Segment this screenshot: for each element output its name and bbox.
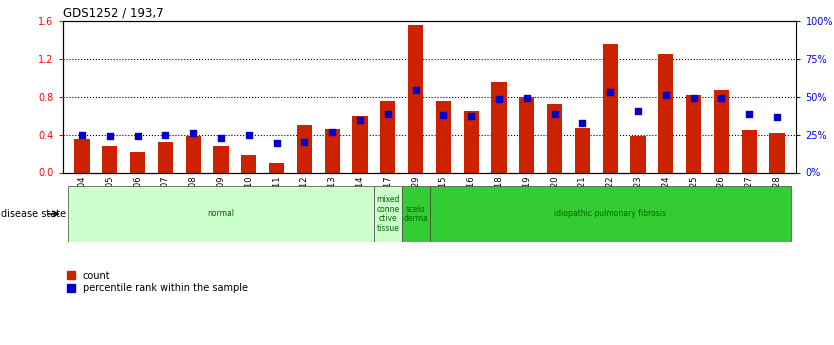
Point <box>492 97 505 102</box>
Legend: count, percentile rank within the sample: count, percentile rank within the sample <box>68 270 248 294</box>
Bar <box>769 132 785 172</box>
Point <box>742 111 756 117</box>
Point <box>465 113 478 118</box>
Bar <box>269 163 284 172</box>
Point <box>381 111 394 117</box>
Bar <box>519 97 535 172</box>
Bar <box>602 45 618 172</box>
Text: scelo
derma: scelo derma <box>403 205 428 223</box>
Point <box>659 92 672 98</box>
Bar <box>408 26 423 172</box>
Point <box>631 108 645 114</box>
Point <box>75 132 88 137</box>
Point <box>354 118 367 123</box>
Point <box>214 136 228 141</box>
Point <box>103 134 117 139</box>
Bar <box>241 155 256 172</box>
Bar <box>102 146 118 172</box>
Bar <box>430 186 791 242</box>
Point <box>409 87 422 93</box>
Point <box>771 115 784 120</box>
Bar <box>547 104 562 172</box>
Text: idiopathic pulmonary fibrosis: idiopathic pulmonary fibrosis <box>555 209 666 218</box>
Point <box>575 120 589 126</box>
Point <box>715 96 728 101</box>
Point <box>437 112 450 117</box>
Bar <box>324 129 340 172</box>
Point <box>687 96 701 101</box>
Text: disease state: disease state <box>1 209 66 219</box>
Text: GDS1252 / 193,7: GDS1252 / 193,7 <box>63 7 163 20</box>
Bar <box>658 54 674 172</box>
Bar <box>74 139 90 172</box>
Point <box>548 111 561 117</box>
Bar <box>714 90 729 172</box>
Bar <box>631 137 646 172</box>
Point <box>131 134 144 139</box>
Bar <box>686 95 701 172</box>
Text: normal: normal <box>208 209 234 218</box>
Bar <box>158 142 173 172</box>
Point <box>325 129 339 135</box>
Bar <box>380 101 395 172</box>
Text: mixed
conne
ctive
tissue: mixed conne ctive tissue <box>376 195 399 233</box>
Bar <box>435 101 451 172</box>
Point <box>270 140 284 146</box>
Bar <box>68 186 374 242</box>
Bar <box>491 82 507 172</box>
Bar <box>575 128 590 172</box>
Point <box>604 89 617 95</box>
Bar <box>214 146 229 172</box>
Point <box>158 132 172 137</box>
Bar <box>185 137 201 172</box>
Bar <box>464 111 479 172</box>
Point <box>187 130 200 135</box>
Bar <box>402 186 430 242</box>
Bar <box>741 130 757 172</box>
Bar <box>297 125 312 172</box>
Bar <box>130 152 145 172</box>
Bar <box>374 186 402 242</box>
Point <box>242 132 255 137</box>
Bar <box>352 116 368 172</box>
Point <box>520 96 534 101</box>
Point <box>298 139 311 145</box>
